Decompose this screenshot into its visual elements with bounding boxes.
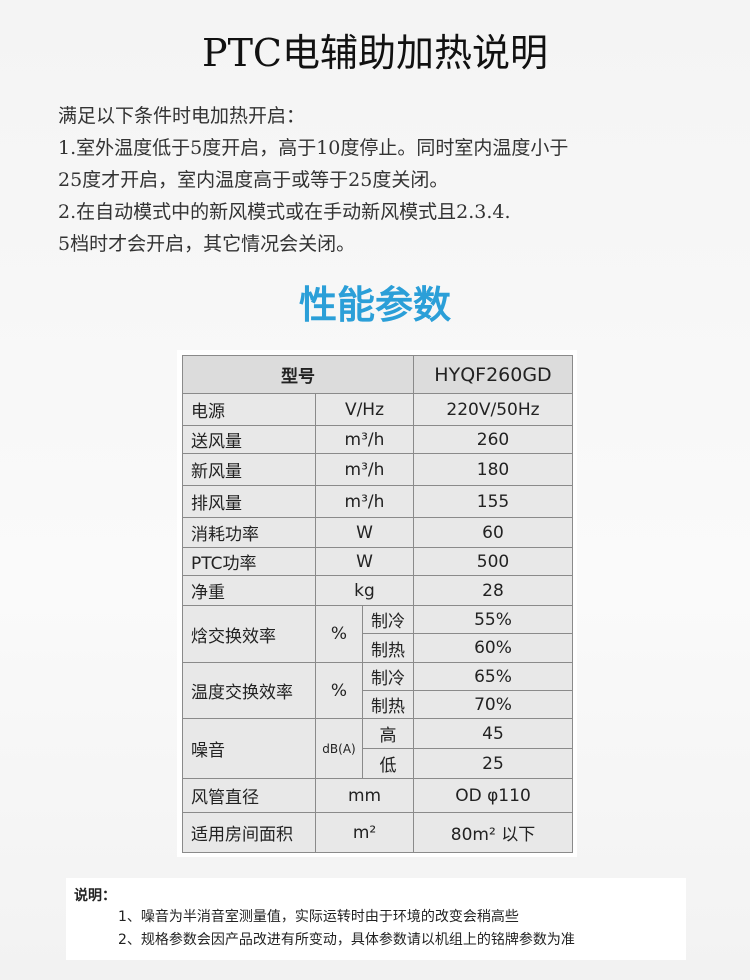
row-value: 500 (413, 547, 573, 576)
row-name: 适用房间面积 (182, 812, 316, 853)
header-label: 型号 (182, 355, 414, 394)
row-value: OD φ110 (413, 778, 573, 813)
row-name: 净重 (182, 575, 316, 606)
row-unit: mm (315, 778, 414, 813)
row-value: 60% (413, 633, 573, 663)
notes-label: 说明： (74, 888, 116, 904)
sub-label: 制热 (362, 633, 414, 663)
row-name: 温度交换效率 (182, 662, 316, 719)
row-value: 155 (413, 485, 573, 518)
intro-line: 1.室外温度低于5度开启，高于10度停止。同时室内温度小于 (58, 137, 569, 159)
row-name: PTC功率 (182, 547, 316, 576)
sub-label: 制冷 (362, 605, 414, 634)
row-unit: m³/h (315, 453, 414, 486)
row-value: 25 (413, 748, 573, 779)
row-unit: V/Hz (315, 393, 414, 426)
row-name: 焓交换效率 (182, 605, 316, 663)
sub-label: 制热 (362, 690, 414, 719)
row-unit: m³/h (315, 485, 414, 518)
row-unit: m² (315, 812, 414, 853)
row-value: 70% (413, 690, 573, 719)
intro: 满足以下条件时电加热开启： 1.室外温度低于5度开启，高于10度停止。同时室内温度… (58, 100, 568, 260)
page-title: PTC电辅助加热说明 (202, 31, 548, 75)
row-name: 风管直径 (182, 778, 316, 813)
row-unit: W (315, 547, 414, 576)
intro-line: 25度才开启，室内温度高于或等于25度关闭。 (58, 169, 449, 191)
sub-label: 高 (362, 718, 414, 749)
row-unit: m³/h (315, 425, 414, 454)
row-unit: % (315, 662, 363, 719)
row-value: 45 (413, 718, 573, 749)
header-model: HYQF260GD (413, 355, 573, 394)
row-name: 送风量 (182, 425, 316, 454)
row-name: 噪音 (182, 718, 316, 779)
note-item: 1、噪音为半消音室测量值，实际运转时由于环境的改变会稍高些 (118, 909, 519, 925)
section-title: 性能参数 (298, 283, 451, 327)
row-value: 180 (413, 453, 573, 486)
row-unit: W (315, 517, 414, 548)
notes: 说明： 1、噪音为半消音室测量值，实际运转时由于环境的改变会稍高些 2、规格参数会… (66, 878, 686, 960)
row-value: 55% (413, 605, 573, 634)
intro-line: 5档时才会开启，其它情况会关闭。 (58, 233, 356, 255)
row-unit: dB(A) (315, 718, 363, 779)
row-value: 220V/50Hz (413, 393, 573, 426)
row-value: 60 (413, 517, 573, 548)
row-unit: kg (315, 575, 414, 606)
row-unit: % (315, 605, 363, 663)
row-value: 65% (413, 662, 573, 691)
intro-line: 满足以下条件时电加热开启： (58, 105, 306, 127)
row-name: 消耗功率 (182, 517, 316, 548)
row-value: 28 (413, 575, 573, 606)
spec-table: 型号 HYQF260GD 电源 V/Hz 220V/50Hz 送风量 m³/h 260 新风量 m… (177, 350, 577, 857)
row-name: 电源 (182, 393, 316, 426)
row-value: 80m² 以下 (413, 812, 573, 853)
row-name: 排风量 (182, 485, 316, 518)
row-name: 新风量 (182, 453, 316, 486)
row-value: 260 (413, 425, 573, 454)
intro-line: 2.在自动模式中的新风模式或在手动新风模式且2.3.4. (58, 201, 511, 223)
note-item: 2、规格参数会因产品改进有所变动，具体参数请以机组上的铭牌参数为准 (118, 932, 575, 948)
sub-label: 制冷 (362, 662, 414, 691)
sub-label: 低 (362, 748, 414, 779)
